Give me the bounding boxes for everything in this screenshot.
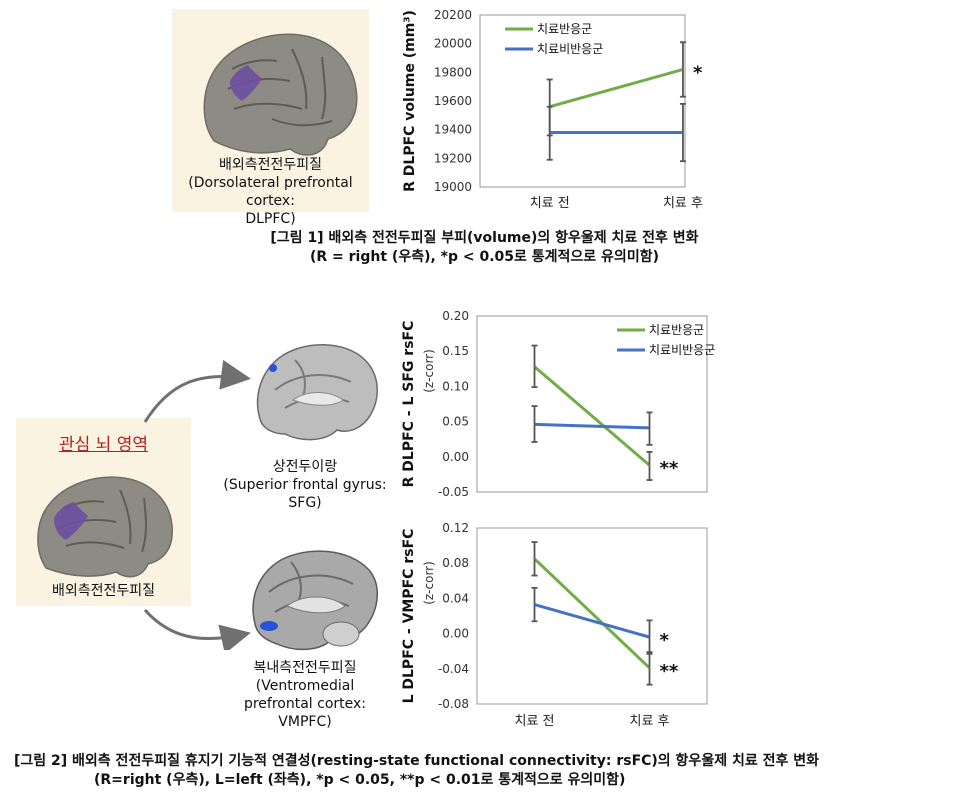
data-point bbox=[682, 132, 684, 134]
y-tick-label: 19800 bbox=[434, 65, 472, 79]
data-point bbox=[534, 366, 535, 368]
sfg-caption-1: 상전두이랑 bbox=[272, 459, 338, 475]
fig1-brain-panel: 배외측전전두피질 (Dorsolateral prefrontal cortex… bbox=[172, 9, 369, 227]
vmpfc-brain-image bbox=[252, 550, 378, 651]
brain-lateral-image bbox=[203, 33, 358, 156]
y-tick-label: 20000 bbox=[434, 37, 472, 51]
roi-brain-image bbox=[37, 476, 173, 578]
plot-frame bbox=[479, 14, 686, 188]
legend-label: 치료반응군 bbox=[649, 323, 704, 337]
y-axis-title: L DLPFC - VMPFC rsFC bbox=[401, 529, 417, 704]
y-axis-subtitle: (z-corr) bbox=[422, 349, 436, 393]
legend-label: 치료비반응군 bbox=[537, 42, 603, 56]
vmpfc-caption-1: 복내측전전두피질 bbox=[253, 660, 357, 676]
data-point bbox=[649, 636, 650, 638]
x-category-label: 치료 후 bbox=[663, 196, 703, 211]
roi-title: 관심 뇌 영역 bbox=[58, 435, 148, 455]
significance-mark: ** bbox=[660, 661, 679, 682]
arrow-to-sfg bbox=[143, 360, 251, 423]
x-category-label: 치료 전 bbox=[514, 714, 554, 729]
data-point bbox=[682, 68, 684, 70]
vmpfc-caption-3: prefrontal cortex: bbox=[243, 696, 367, 712]
legend-label: 치료비반응군 bbox=[649, 343, 715, 357]
fig2-caption-line1: [그림 2] 배외측 전전두피질 휴지기 기능적 연결성(resting-sta… bbox=[14, 753, 819, 769]
y-tick-label: 0.04 bbox=[442, 591, 469, 605]
volume-chart: 19000 19200 19400 19600 19800 20000 20200 R DLP… bbox=[402, 8, 703, 211]
vmpfc-chart: -0.08 -0.04 0.00 0.04 0.08 0.12 L DLPFC - VMPF… bbox=[401, 521, 708, 729]
plot-frame bbox=[476, 315, 708, 493]
significance-mark: ** bbox=[660, 458, 679, 479]
fig1-caption-line1: [그림 1] 배외측 전전두피질 부피(volume)의 항우울제 치료 전후 … bbox=[270, 230, 699, 246]
y-tick-label: 19000 bbox=[434, 180, 472, 194]
data-point bbox=[534, 423, 535, 425]
y-tick-label: -0.08 bbox=[438, 697, 469, 711]
data-point bbox=[534, 604, 535, 606]
y-tick-label: 0.00 bbox=[442, 450, 469, 464]
y-tick-label: -0.05 bbox=[438, 485, 469, 499]
y-tick-label: 0.20 bbox=[442, 309, 469, 323]
series-line bbox=[549, 68, 684, 109]
series-line bbox=[533, 365, 651, 467]
x-category-label: 치료 후 bbox=[629, 714, 669, 729]
arrows bbox=[143, 360, 251, 650]
y-tick-label: 0.05 bbox=[442, 415, 469, 429]
data-point bbox=[534, 558, 535, 560]
y-axis-title: R DLPFC - L SFG rsFC bbox=[401, 321, 417, 488]
y-tick-label: 20200 bbox=[434, 8, 472, 22]
roi-label: 배외측전전두피질 bbox=[51, 583, 156, 599]
y-tick-label: 0.15 bbox=[442, 344, 469, 358]
series-line bbox=[534, 603, 650, 639]
y-tick-label: 19200 bbox=[434, 151, 472, 165]
y-axis-subtitle: (z-corr) bbox=[422, 561, 436, 605]
data-point bbox=[549, 132, 551, 134]
y-tick-label: 0.10 bbox=[442, 379, 469, 393]
significance-mark: * bbox=[693, 62, 703, 83]
legend-label: 치료반응군 bbox=[537, 22, 592, 36]
roi-panel: 관심 뇌 영역 배외측전전두피질 bbox=[16, 418, 191, 606]
fig1-brain-caption-1: 배외측전전두피질 bbox=[218, 157, 323, 173]
y-tick-label: 0.12 bbox=[442, 521, 469, 535]
sfg-caption-3: SFG) bbox=[288, 495, 322, 511]
fig1-caption-line2: (R = right (우측), *p < 0.05로 통계적으로 유의미함) bbox=[310, 249, 659, 265]
significance-mark: * bbox=[660, 630, 670, 651]
data-point bbox=[649, 427, 650, 429]
y-tick-label: 0.08 bbox=[442, 556, 469, 570]
arrow-to-vmpfc bbox=[143, 609, 251, 650]
sfg-caption-2: (Superior frontal gyrus: bbox=[223, 477, 387, 493]
y-tick-label: 19600 bbox=[434, 94, 472, 108]
series-line bbox=[533, 557, 651, 670]
x-category-label: 치료 전 bbox=[530, 196, 570, 211]
roi-dlpfc-highlight bbox=[54, 502, 88, 540]
sfg-chart: -0.05 0.00 0.05 0.10 0.15 0.20 R DLPFC - L SFG… bbox=[401, 309, 715, 499]
y-tick-label: -0.04 bbox=[438, 662, 469, 676]
series-line bbox=[534, 422, 650, 430]
vmpfc-caption-2: (Ventromedial bbox=[255, 678, 355, 694]
data-point bbox=[649, 667, 650, 669]
dlpfc-highlight bbox=[230, 65, 262, 101]
y-tick-label: 19400 bbox=[434, 123, 472, 137]
data-point bbox=[649, 464, 650, 466]
sfg-brain-image bbox=[256, 344, 378, 441]
fig1-brain-caption-3: DLPFC) bbox=[245, 211, 296, 227]
plot-frame bbox=[476, 527, 708, 705]
y-axis-title: R DLPFC volume (mm³) bbox=[402, 10, 418, 192]
vmpfc-caption-4: VMPFC) bbox=[278, 714, 332, 730]
fig2-caption-line2: (R=right (우측), L=left (좌측), *p < 0.05, *… bbox=[94, 772, 626, 788]
vmpfc-highlight bbox=[260, 621, 278, 631]
fig1-brain-caption-2: (Dorsolateral prefrontal cortex: bbox=[188, 175, 353, 209]
sfg-highlight bbox=[269, 364, 277, 372]
y-tick-label: 0.00 bbox=[442, 627, 469, 641]
